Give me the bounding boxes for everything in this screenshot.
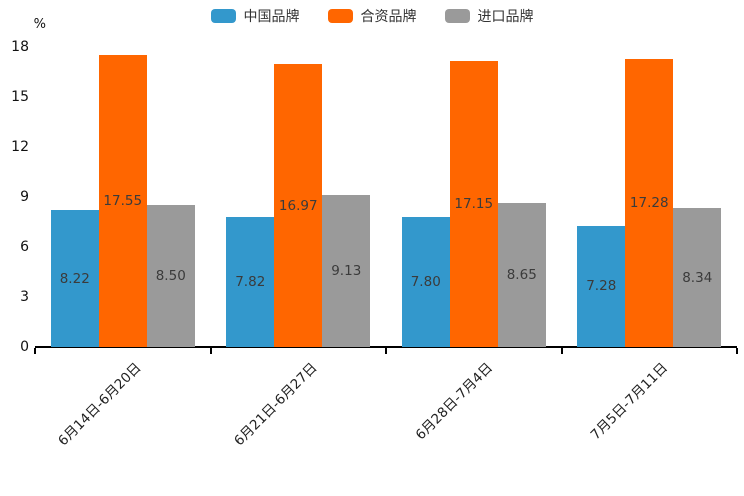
bar-value-label: 8.65 [506,266,537,283]
x-axis-tick [385,348,387,354]
legend-item-1[interactable]: 中国品牌 [210,6,300,26]
bar-value-label: 7.28 [586,278,617,295]
bar-series2-group1[interactable]: 17.55 [98,54,147,347]
x-axis-label: 6月28日-7月4日 [412,359,496,444]
legend: 中国品牌 合资品牌 进口品牌 [0,6,744,26]
x-axis-label: 6月21日-6月27日 [231,359,321,450]
bar-series2-group3[interactable]: 17.15 [449,61,498,347]
bar-value-label: 17.55 [103,192,143,209]
bar-value-label: 9.13 [331,262,362,279]
x-axis-tick [209,348,212,354]
bar-series1-group4[interactable]: 7.28 [577,225,626,347]
bar-series2-group4[interactable]: 17.28 [625,59,674,347]
legend-label: 合资品牌 [360,9,417,25]
bar-value-label: 8.34 [682,269,713,286]
bar-value-label: 7.80 [410,274,441,290]
x-axis-tick [34,348,36,354]
y-axis-tick-label: 18 [11,39,29,55]
bar-series3-group3[interactable]: 8.65 [497,202,546,347]
legend-label: 进口品牌 [477,9,534,25]
bar-value-label: 16.97 [278,197,318,214]
legend-item-3[interactable]: 进口品牌 [444,6,534,26]
bar-value-label: 7.82 [235,273,266,290]
bar-series3-group4[interactable]: 8.34 [673,208,722,347]
y-axis-tick-label: 6 [20,239,29,255]
bar-series1-group2[interactable]: 7.82 [226,216,275,347]
legend-item-2[interactable]: 合资品牌 [327,6,417,26]
x-axis-label: 6月14日-6月20日 [55,359,145,450]
legend-swatch-icon [444,9,470,23]
x-axis-line [35,346,737,348]
y-axis-tick-label: 3 [20,289,29,305]
bar-value-label: 8.50 [155,268,186,285]
y-axis-tick-label: 0 [20,339,29,355]
legend-swatch-icon [327,9,353,23]
bar-series1-group1[interactable]: 8.22 [50,210,99,347]
x-axis-label: 7月5日-7月11日 [588,359,672,444]
legend-label: 中国品牌 [243,9,300,25]
y-axis-tick-label: 9 [20,189,29,205]
bar-value-label: 17.15 [454,196,494,213]
bar-value-label: 17.28 [629,195,669,211]
bar-series1-group3[interactable]: 7.80 [401,217,450,347]
legend-swatch-icon [210,9,236,23]
x-axis-tick [736,348,738,354]
bar-series3-group2[interactable]: 9.13 [322,194,371,347]
y-axis-tick-label: 15 [11,89,29,105]
y-axis-unit-label: % [33,17,46,32]
bar-series3-group1[interactable]: 8.50 [146,205,195,347]
bar-series2-group2[interactable]: 16.97 [274,64,323,347]
x-axis-tick [560,348,563,354]
y-axis-tick-label: 12 [11,139,29,155]
bar-value-label: 8.22 [59,270,90,287]
